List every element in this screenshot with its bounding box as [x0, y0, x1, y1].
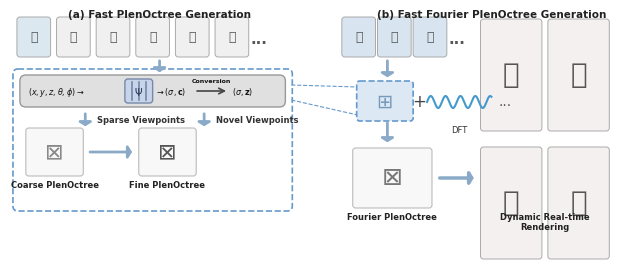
- Text: Novel Viewpoints: Novel Viewpoints: [216, 115, 298, 125]
- Text: ...: ...: [499, 95, 511, 109]
- Text: Coarse PlenOctree: Coarse PlenOctree: [11, 181, 99, 190]
- Text: 🕷: 🕷: [189, 31, 196, 43]
- Text: Dynamic Real-time
Rendering: Dynamic Real-time Rendering: [500, 213, 589, 232]
- Text: ...: ...: [448, 31, 465, 46]
- FancyBboxPatch shape: [20, 75, 285, 107]
- Text: $\Psi$: $\Psi$: [134, 86, 143, 98]
- Text: 🕷: 🕷: [149, 31, 156, 43]
- Text: 🕷: 🕷: [503, 61, 520, 89]
- Text: 🕷: 🕷: [570, 189, 587, 217]
- Text: 🕷: 🕷: [70, 31, 77, 43]
- Text: 🕷: 🕷: [30, 31, 38, 43]
- Text: 🕷: 🕷: [426, 31, 434, 43]
- Text: Sparse Viewpoints: Sparse Viewpoints: [97, 115, 185, 125]
- FancyBboxPatch shape: [342, 17, 376, 57]
- FancyBboxPatch shape: [17, 17, 51, 57]
- Text: ⊠: ⊠: [45, 142, 64, 162]
- FancyBboxPatch shape: [56, 17, 90, 57]
- FancyBboxPatch shape: [125, 79, 152, 103]
- Text: ⊞: ⊞: [377, 93, 393, 111]
- Text: Conversion: Conversion: [191, 78, 231, 83]
- Text: 🕷: 🕷: [228, 31, 236, 43]
- Text: 🕷: 🕷: [355, 31, 362, 43]
- FancyBboxPatch shape: [378, 17, 411, 57]
- FancyBboxPatch shape: [139, 128, 196, 176]
- Text: 🕷: 🕷: [109, 31, 116, 43]
- Text: DFT: DFT: [452, 126, 468, 135]
- FancyBboxPatch shape: [481, 19, 542, 131]
- Text: ⊠: ⊠: [158, 142, 177, 162]
- FancyBboxPatch shape: [26, 128, 83, 176]
- FancyBboxPatch shape: [481, 147, 542, 259]
- Text: $(\sigma, \mathbf{z})$: $(\sigma, \mathbf{z})$: [232, 86, 253, 98]
- FancyBboxPatch shape: [548, 19, 609, 131]
- Text: +: +: [412, 93, 426, 111]
- FancyBboxPatch shape: [96, 17, 130, 57]
- Text: ...: ...: [250, 31, 267, 46]
- Text: (a) Fast PlenOctree Generation: (a) Fast PlenOctree Generation: [68, 10, 251, 20]
- Text: (b) Fast Fourier PlenOctree Generation: (b) Fast Fourier PlenOctree Generation: [377, 10, 606, 20]
- Text: Fine PlenOctree: Fine PlenOctree: [129, 181, 205, 190]
- FancyBboxPatch shape: [356, 81, 413, 121]
- FancyBboxPatch shape: [548, 147, 609, 259]
- FancyBboxPatch shape: [413, 17, 447, 57]
- Text: 🕷: 🕷: [570, 61, 587, 89]
- Text: $(x, y, z, \theta, \phi) \rightarrow$: $(x, y, z, \theta, \phi) \rightarrow$: [28, 86, 84, 98]
- Text: 🕷: 🕷: [390, 31, 398, 43]
- Text: 🕷: 🕷: [503, 189, 520, 217]
- FancyBboxPatch shape: [136, 17, 170, 57]
- Text: ⊠: ⊠: [382, 166, 403, 190]
- FancyBboxPatch shape: [215, 17, 249, 57]
- Text: Fourier PlenOctree: Fourier PlenOctree: [348, 213, 437, 222]
- FancyBboxPatch shape: [353, 148, 432, 208]
- FancyBboxPatch shape: [175, 17, 209, 57]
- Text: $\rightarrow (\sigma, \mathbf{c})$: $\rightarrow (\sigma, \mathbf{c})$: [155, 86, 186, 98]
